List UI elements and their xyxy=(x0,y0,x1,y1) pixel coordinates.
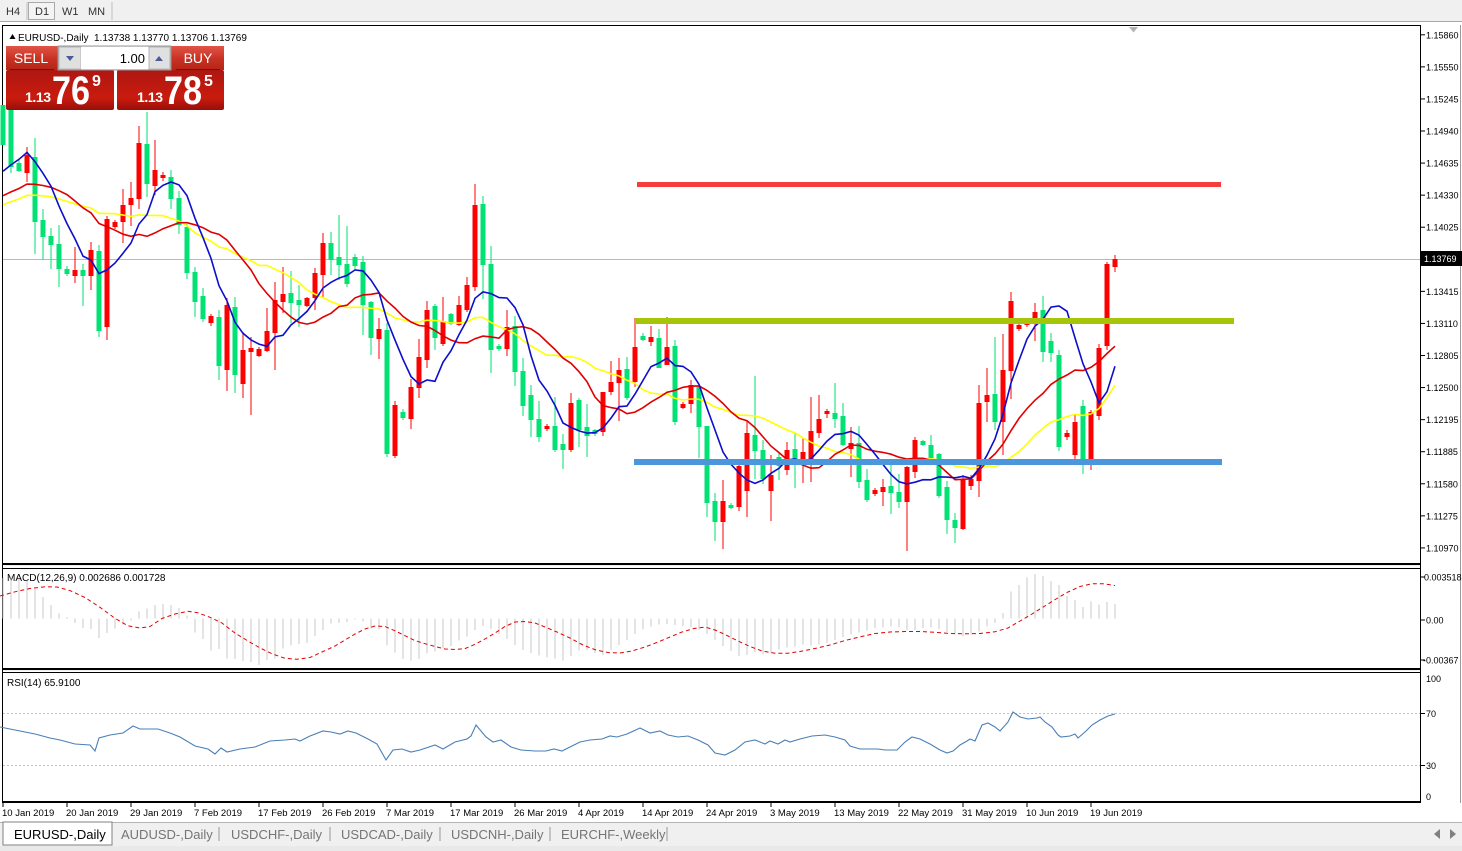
svg-text:78: 78 xyxy=(164,69,202,113)
svg-text:4 Apr 2019: 4 Apr 2019 xyxy=(578,808,624,819)
svg-text:D1: D1 xyxy=(35,6,49,18)
svg-text:USDCAD-,Daily: USDCAD-,Daily xyxy=(341,827,433,842)
svg-text:26 Mar 2019: 26 Mar 2019 xyxy=(514,808,567,819)
svg-text:1.12195: 1.12195 xyxy=(1426,415,1459,425)
svg-text:1.14940: 1.14940 xyxy=(1426,127,1459,137)
svg-text:10 Jun 2019: 10 Jun 2019 xyxy=(1026,808,1078,819)
svg-text:0.00: 0.00 xyxy=(1426,616,1444,626)
svg-text:MACD(12,26,9) 0.002686 0.00172: MACD(12,26,9) 0.002686 0.001728 xyxy=(7,573,166,584)
svg-text:19 Jun 2019: 19 Jun 2019 xyxy=(1090,808,1142,819)
svg-text:17 Mar 2019: 17 Mar 2019 xyxy=(450,808,503,819)
svg-text:1.13738 1.13770 1.13706 1.1376: 1.13738 1.13770 1.13706 1.13769 xyxy=(94,33,247,44)
svg-text:EURUSD-,Daily: EURUSD-,Daily xyxy=(18,33,89,44)
svg-text:1.15550: 1.15550 xyxy=(1426,62,1459,72)
svg-text:17 Feb 2019: 17 Feb 2019 xyxy=(258,808,311,819)
svg-text:EURCHF-,Weekly: EURCHF-,Weekly xyxy=(561,827,666,842)
svg-text:1.13: 1.13 xyxy=(137,89,163,105)
svg-text:1.12500: 1.12500 xyxy=(1426,383,1459,393)
svg-text:W1: W1 xyxy=(62,6,79,18)
svg-text:24 Apr 2019: 24 Apr 2019 xyxy=(706,808,757,819)
svg-text:EURUSD-,Daily: EURUSD-,Daily xyxy=(14,827,106,842)
svg-text:7 Feb 2019: 7 Feb 2019 xyxy=(194,808,242,819)
svg-text:1.11275: 1.11275 xyxy=(1426,511,1458,521)
svg-text:31 May 2019: 31 May 2019 xyxy=(962,808,1017,819)
svg-text:1.14330: 1.14330 xyxy=(1426,191,1459,201)
svg-text:1.13769: 1.13769 xyxy=(1424,254,1457,264)
svg-text:RSI(14) 65.9100: RSI(14) 65.9100 xyxy=(7,678,81,689)
svg-text:0.003518: 0.003518 xyxy=(1424,573,1462,583)
svg-text:13 May 2019: 13 May 2019 xyxy=(834,808,889,819)
svg-text:26 Feb 2019: 26 Feb 2019 xyxy=(322,808,375,819)
svg-text:BUY: BUY xyxy=(184,50,213,66)
svg-text:1.13415: 1.13415 xyxy=(1426,287,1459,297)
svg-text:30: 30 xyxy=(1426,761,1436,771)
svg-text:1.10970: 1.10970 xyxy=(1426,543,1459,553)
svg-text:9: 9 xyxy=(92,73,101,90)
svg-text:1.13: 1.13 xyxy=(25,89,51,105)
svg-text:-0.00367: -0.00367 xyxy=(1423,656,1459,666)
svg-text:USDCNH-,Daily: USDCNH-,Daily xyxy=(451,827,544,842)
svg-text:0: 0 xyxy=(1426,792,1431,802)
svg-text:10 Jan 2019: 10 Jan 2019 xyxy=(2,808,54,819)
svg-text:MN: MN xyxy=(88,6,105,18)
svg-text:1.13110: 1.13110 xyxy=(1426,319,1458,329)
svg-text:29 Jan 2019: 29 Jan 2019 xyxy=(130,808,182,819)
svg-text:1.12805: 1.12805 xyxy=(1426,351,1459,361)
svg-text:14 Apr 2019: 14 Apr 2019 xyxy=(642,808,693,819)
svg-text:1.00: 1.00 xyxy=(120,51,145,66)
svg-text:SELL: SELL xyxy=(14,50,48,66)
svg-text:5: 5 xyxy=(204,73,213,90)
svg-text:20 Jan 2019: 20 Jan 2019 xyxy=(66,808,118,819)
svg-text:1.15245: 1.15245 xyxy=(1426,94,1459,104)
svg-text:76: 76 xyxy=(52,69,90,113)
svg-text:1.15860: 1.15860 xyxy=(1426,30,1459,40)
svg-text:22 May 2019: 22 May 2019 xyxy=(898,808,953,819)
svg-text:1.11885: 1.11885 xyxy=(1426,447,1458,457)
svg-text:AUDUSD-,Daily: AUDUSD-,Daily xyxy=(121,827,213,842)
svg-text:3 May 2019: 3 May 2019 xyxy=(770,808,820,819)
svg-text:1.11580: 1.11580 xyxy=(1426,479,1458,489)
svg-text:1.14635: 1.14635 xyxy=(1426,159,1459,169)
svg-text:H4: H4 xyxy=(6,6,20,18)
svg-text:USDCHF-,Daily: USDCHF-,Daily xyxy=(231,827,323,842)
svg-text:7 Mar 2019: 7 Mar 2019 xyxy=(386,808,434,819)
svg-text:1.14025: 1.14025 xyxy=(1426,223,1459,233)
svg-text:100: 100 xyxy=(1426,674,1441,684)
svg-text:70: 70 xyxy=(1426,709,1436,719)
